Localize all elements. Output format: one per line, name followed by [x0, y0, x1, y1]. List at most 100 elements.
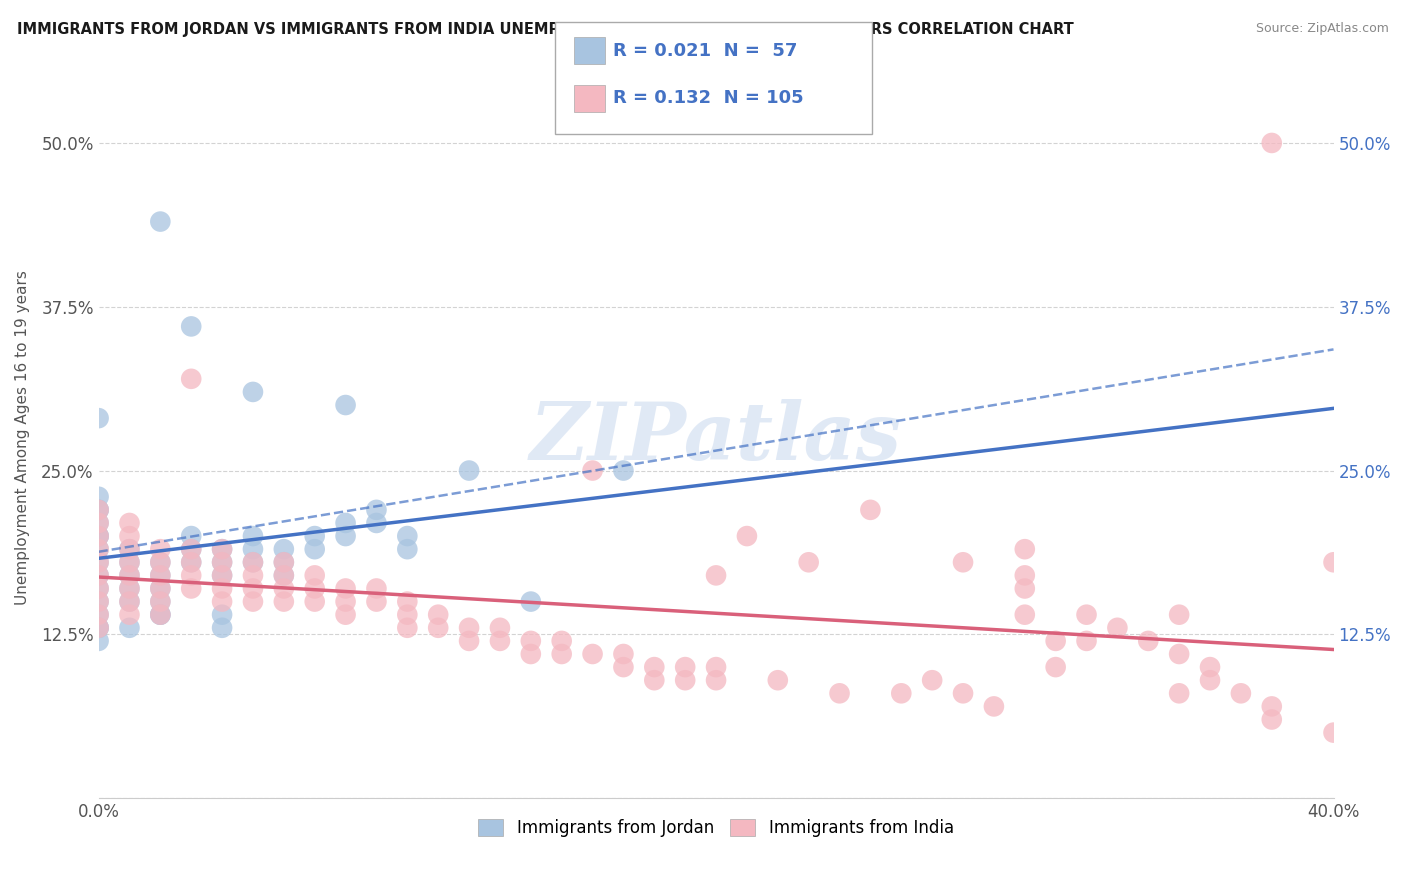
Point [273, 568, 295, 582]
Point [304, 542, 326, 557]
Point [87, 529, 110, 543]
Point [1261, 136, 1284, 150]
Text: Source: ZipAtlas.com: Source: ZipAtlas.com [1256, 22, 1389, 36]
Point [396, 621, 419, 635]
Point [242, 529, 264, 543]
Point [704, 568, 727, 582]
Point [704, 673, 727, 688]
Point [180, 582, 202, 596]
Point [458, 464, 481, 478]
Point [87, 516, 110, 530]
Y-axis label: Unemployment Among Ages 16 to 19 years: Unemployment Among Ages 16 to 19 years [15, 270, 30, 606]
Point [612, 647, 634, 661]
Point [180, 555, 202, 569]
Point [1045, 660, 1067, 674]
Point [673, 660, 696, 674]
Point [87, 621, 110, 635]
Point [242, 384, 264, 399]
Point [1014, 542, 1036, 557]
Point [1014, 607, 1036, 622]
Point [211, 582, 233, 596]
Point [304, 529, 326, 543]
Point [180, 529, 202, 543]
Point [149, 607, 172, 622]
Point [87, 529, 110, 543]
Point [149, 594, 172, 608]
Point [87, 503, 110, 517]
Point [396, 607, 419, 622]
Point [581, 464, 603, 478]
Point [118, 555, 141, 569]
Text: R = 0.132  N = 105: R = 0.132 N = 105 [613, 89, 804, 107]
Point [704, 660, 727, 674]
Point [118, 621, 141, 635]
Point [87, 594, 110, 608]
Point [180, 542, 202, 557]
Text: R = 0.021  N =  57: R = 0.021 N = 57 [613, 42, 797, 60]
Point [335, 398, 357, 412]
Point [211, 568, 233, 582]
Point [118, 555, 141, 569]
Point [643, 660, 665, 674]
Point [335, 516, 357, 530]
Point [149, 607, 172, 622]
Point [118, 516, 141, 530]
Point [87, 633, 110, 648]
Point [520, 633, 543, 648]
Point [149, 582, 172, 596]
Point [643, 673, 665, 688]
Point [1322, 555, 1344, 569]
Point [1076, 633, 1098, 648]
Point [87, 555, 110, 569]
Point [1045, 633, 1067, 648]
Point [366, 594, 388, 608]
Point [211, 542, 233, 557]
Point [1014, 582, 1036, 596]
Point [118, 594, 141, 608]
Text: IMMIGRANTS FROM JORDAN VS IMMIGRANTS FROM INDIA UNEMPLOYMENT AMONG AGES 16 TO 19: IMMIGRANTS FROM JORDAN VS IMMIGRANTS FRO… [17, 22, 1074, 37]
Point [118, 582, 141, 596]
Point [273, 555, 295, 569]
Point [87, 411, 110, 425]
Point [952, 686, 974, 700]
Point [118, 568, 141, 582]
Point [859, 503, 882, 517]
Point [304, 594, 326, 608]
Point [427, 607, 450, 622]
Point [180, 555, 202, 569]
Point [87, 542, 110, 557]
Point [1261, 699, 1284, 714]
Point [149, 568, 172, 582]
Point [211, 607, 233, 622]
Point [242, 582, 264, 596]
Point [1076, 607, 1098, 622]
Point [1199, 673, 1222, 688]
Point [427, 621, 450, 635]
Point [180, 319, 202, 334]
Point [396, 594, 419, 608]
Point [673, 673, 696, 688]
Point [890, 686, 912, 700]
Point [180, 542, 202, 557]
Point [149, 555, 172, 569]
Point [87, 582, 110, 596]
Point [242, 542, 264, 557]
Point [489, 621, 512, 635]
Point [520, 647, 543, 661]
Text: ZIPatlas: ZIPatlas [530, 399, 903, 476]
Point [1168, 647, 1191, 661]
Point [242, 555, 264, 569]
Point [242, 555, 264, 569]
Point [550, 633, 572, 648]
Point [396, 529, 419, 543]
Point [304, 582, 326, 596]
Point [366, 503, 388, 517]
Point [1199, 660, 1222, 674]
Point [118, 542, 141, 557]
Point [458, 621, 481, 635]
Point [273, 568, 295, 582]
Point [87, 490, 110, 504]
Point [766, 673, 789, 688]
Point [335, 594, 357, 608]
Point [335, 529, 357, 543]
